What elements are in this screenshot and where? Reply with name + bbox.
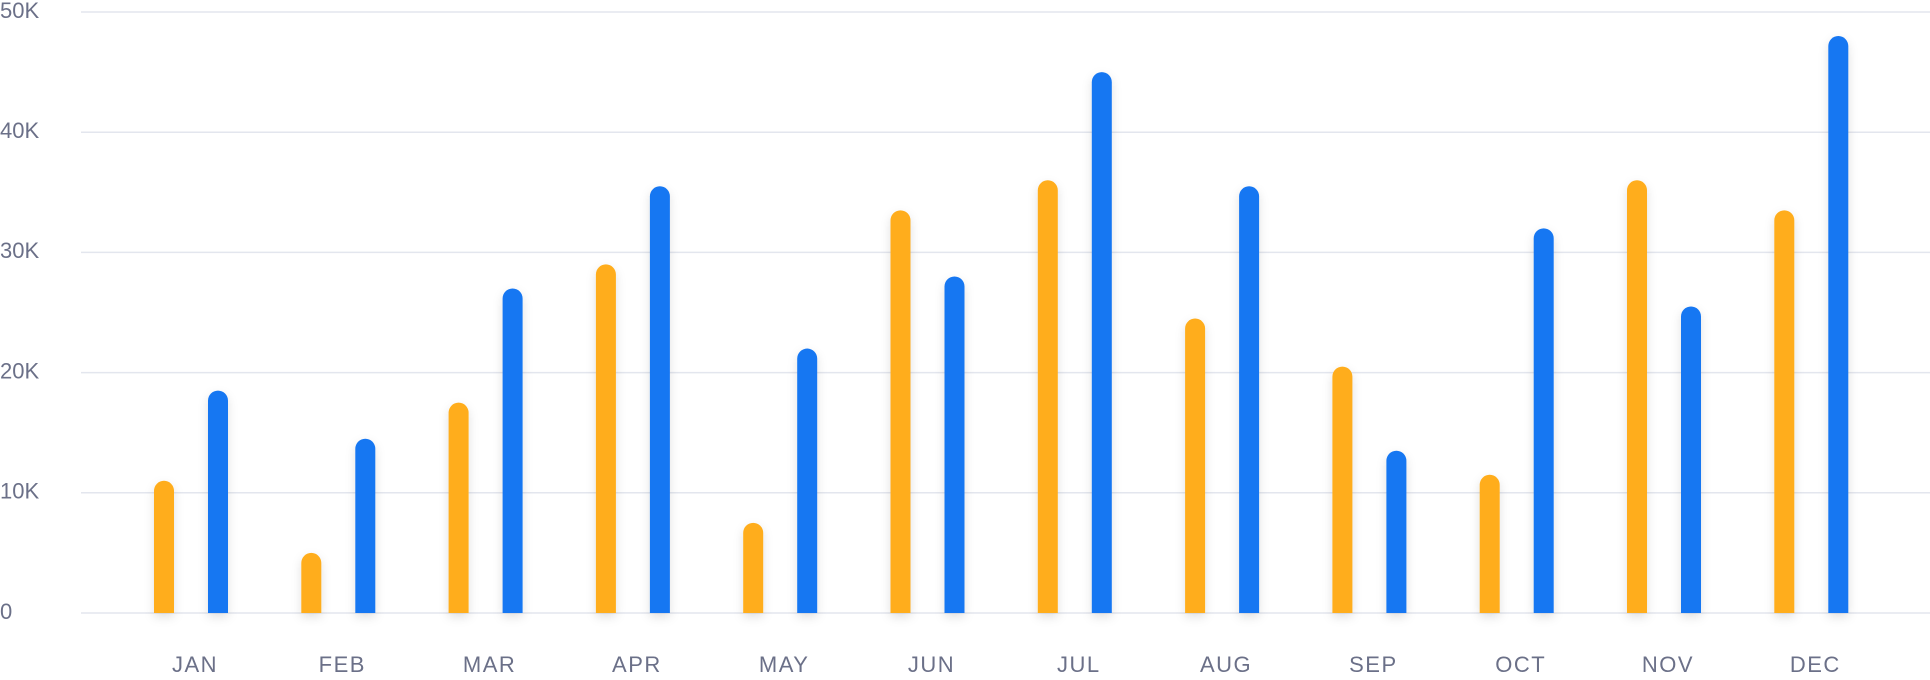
x-tick-label: DEC bbox=[1790, 652, 1841, 677]
y-tick-label: 40K bbox=[0, 118, 39, 143]
x-tick-label: SEP bbox=[1349, 652, 1398, 677]
y-tick-label: 0 bbox=[0, 599, 12, 624]
x-tick-label: AUG bbox=[1200, 652, 1252, 677]
y-tick-label: 50K bbox=[0, 0, 39, 23]
x-tick-label: JAN bbox=[172, 652, 218, 677]
bar bbox=[1774, 210, 1795, 613]
x-tick-label: FEB bbox=[319, 652, 366, 677]
bar bbox=[448, 402, 469, 613]
y-tick-label: 20K bbox=[0, 358, 39, 383]
bar bbox=[595, 264, 616, 613]
bar bbox=[1037, 180, 1058, 613]
x-tick-label: MAR bbox=[463, 652, 516, 677]
x-tick-label: APR bbox=[612, 652, 662, 677]
x-tick-label: JUN bbox=[908, 652, 955, 677]
y-tick-label: 30K bbox=[0, 238, 39, 263]
x-tick-label: JUL bbox=[1057, 652, 1101, 677]
y-tick-label: 10K bbox=[0, 479, 39, 504]
bar bbox=[944, 276, 965, 613]
bar bbox=[1533, 228, 1554, 614]
bar bbox=[1681, 306, 1701, 613]
bar bbox=[649, 186, 670, 614]
bar bbox=[355, 438, 376, 613]
bar bbox=[502, 288, 523, 613]
bar bbox=[1091, 72, 1112, 614]
bar bbox=[1239, 186, 1260, 614]
bar bbox=[890, 210, 911, 613]
x-tick-label: NOV bbox=[1642, 652, 1694, 677]
bar bbox=[1386, 450, 1407, 613]
bar bbox=[797, 348, 818, 613]
bar bbox=[1479, 474, 1500, 613]
bar bbox=[154, 480, 174, 613]
bar bbox=[1627, 180, 1647, 613]
bar bbox=[208, 390, 229, 613]
bar bbox=[1185, 318, 1206, 613]
x-tick-label: OCT bbox=[1495, 652, 1546, 677]
x-tick-label: MAY bbox=[759, 652, 810, 677]
bar bbox=[1828, 36, 1849, 614]
bar bbox=[1332, 366, 1353, 613]
bar bbox=[743, 522, 764, 613]
bar bbox=[301, 552, 322, 613]
